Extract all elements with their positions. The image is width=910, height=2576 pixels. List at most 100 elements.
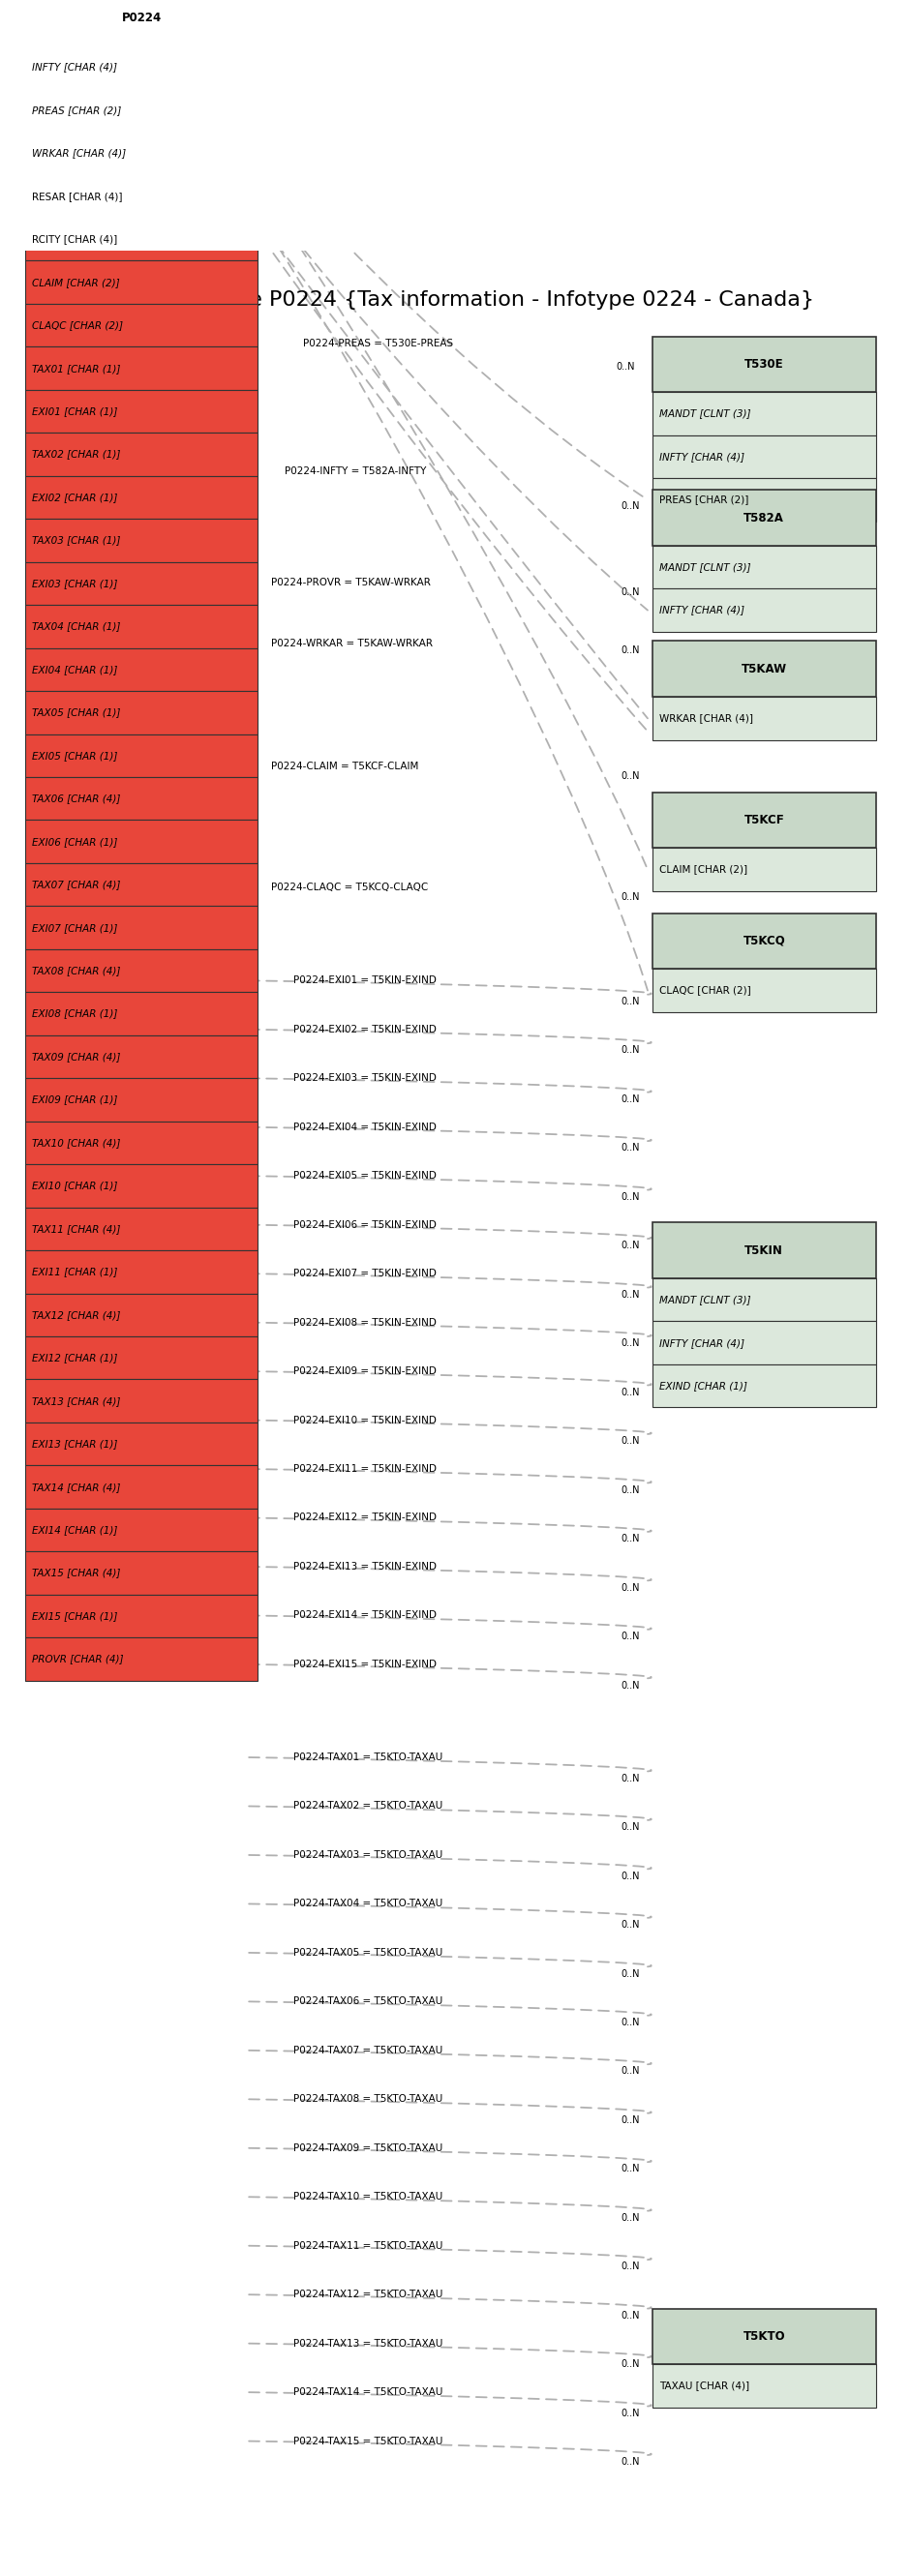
Text: 0..N: 0..N xyxy=(621,997,640,1007)
FancyBboxPatch shape xyxy=(25,907,258,948)
FancyBboxPatch shape xyxy=(25,1337,258,1378)
Text: 0..N: 0..N xyxy=(621,1193,640,1203)
Text: T5KIN: T5KIN xyxy=(744,1244,784,1257)
Text: P0224-TAX02 = T5KTO-TAXAU: P0224-TAX02 = T5KTO-TAXAU xyxy=(294,1801,443,1811)
FancyBboxPatch shape xyxy=(25,1510,258,1551)
Text: MANDT [CLNT (3)]: MANDT [CLNT (3)] xyxy=(659,410,751,417)
FancyBboxPatch shape xyxy=(652,1224,876,1278)
Text: P0224-CLAQC = T5KCQ-CLAQC: P0224-CLAQC = T5KCQ-CLAQC xyxy=(271,884,429,891)
Text: T5KCF: T5KCF xyxy=(743,814,784,827)
FancyBboxPatch shape xyxy=(25,0,258,46)
Text: T582A: T582A xyxy=(743,513,784,523)
FancyBboxPatch shape xyxy=(25,433,258,477)
Text: EXI10 [CHAR (1)]: EXI10 [CHAR (1)] xyxy=(32,1180,117,1190)
Text: TAX08 [CHAR (4)]: TAX08 [CHAR (4)] xyxy=(32,966,120,976)
FancyBboxPatch shape xyxy=(652,969,876,1012)
FancyBboxPatch shape xyxy=(25,948,258,992)
Text: PREAS [CHAR (2)]: PREAS [CHAR (2)] xyxy=(659,495,749,505)
FancyBboxPatch shape xyxy=(25,1208,258,1249)
Text: CLAQC [CHAR (2)]: CLAQC [CHAR (2)] xyxy=(659,987,751,994)
Text: 0..N: 0..N xyxy=(621,502,640,510)
Text: P0224-TAX15 = T5KTO-TAXAU: P0224-TAX15 = T5KTO-TAXAU xyxy=(294,2437,443,2447)
FancyBboxPatch shape xyxy=(25,1638,258,1680)
Text: T5KAW: T5KAW xyxy=(742,662,787,675)
Text: 0..N: 0..N xyxy=(621,1144,640,1154)
Text: INFTY [CHAR (4)]: INFTY [CHAR (4)] xyxy=(659,605,744,616)
FancyBboxPatch shape xyxy=(652,641,876,698)
Text: P0224-TAX04 = T5KTO-TAXAU: P0224-TAX04 = T5KTO-TAXAU xyxy=(294,1899,443,1909)
FancyBboxPatch shape xyxy=(25,562,258,605)
Text: INFTY [CHAR (4)]: INFTY [CHAR (4)] xyxy=(659,451,744,461)
Text: 0..N: 0..N xyxy=(621,1870,640,1880)
Text: 0..N: 0..N xyxy=(621,2017,640,2027)
FancyBboxPatch shape xyxy=(25,649,258,690)
FancyBboxPatch shape xyxy=(25,389,258,433)
Text: 0..N: 0..N xyxy=(621,1291,640,1298)
Text: 0..N: 0..N xyxy=(621,587,640,598)
FancyBboxPatch shape xyxy=(25,1079,258,1121)
Text: TAXAU [CHAR (4)]: TAXAU [CHAR (4)] xyxy=(659,2380,750,2391)
Text: 0..N: 0..N xyxy=(621,1631,640,1641)
Text: EXI03 [CHAR (1)]: EXI03 [CHAR (1)] xyxy=(32,580,117,587)
Text: 0..N: 0..N xyxy=(621,1968,640,1978)
Text: TAX06 [CHAR (4)]: TAX06 [CHAR (4)] xyxy=(32,793,120,804)
Text: P0224-PREAS = T530E-PREAS: P0224-PREAS = T530E-PREAS xyxy=(303,337,453,348)
Text: EXI05 [CHAR (1)]: EXI05 [CHAR (1)] xyxy=(32,750,117,760)
Text: P0224-TAX01 = T5KTO-TAXAU: P0224-TAX01 = T5KTO-TAXAU xyxy=(294,1752,443,1762)
FancyBboxPatch shape xyxy=(25,518,258,562)
Text: TAX12 [CHAR (4)]: TAX12 [CHAR (4)] xyxy=(32,1311,120,1319)
Text: 0..N: 0..N xyxy=(621,2409,640,2419)
FancyBboxPatch shape xyxy=(25,131,258,175)
Text: CLAIM [CHAR (2)]: CLAIM [CHAR (2)] xyxy=(32,278,120,286)
FancyBboxPatch shape xyxy=(25,863,258,907)
FancyBboxPatch shape xyxy=(25,819,258,863)
Text: 0..N: 0..N xyxy=(621,2360,640,2370)
Text: WRKAR [CHAR (4)]: WRKAR [CHAR (4)] xyxy=(659,714,753,724)
Text: INFTY [CHAR (4)]: INFTY [CHAR (4)] xyxy=(659,1337,744,1347)
FancyBboxPatch shape xyxy=(652,392,876,435)
Text: TAX15 [CHAR (4)]: TAX15 [CHAR (4)] xyxy=(32,1569,120,1579)
Text: WRKAR [CHAR (4)]: WRKAR [CHAR (4)] xyxy=(32,149,126,157)
Text: P0224-TAX12 = T5KTO-TAXAU: P0224-TAX12 = T5KTO-TAXAU xyxy=(294,2290,443,2300)
Text: P0224-EXI10 = T5KIN-EXIND: P0224-EXI10 = T5KIN-EXIND xyxy=(294,1414,437,1425)
Text: P0224-EXI12 = T5KIN-EXIND: P0224-EXI12 = T5KIN-EXIND xyxy=(294,1512,437,1522)
FancyBboxPatch shape xyxy=(652,1321,876,1365)
Text: P0224: P0224 xyxy=(121,10,161,23)
Text: 0..N: 0..N xyxy=(621,1533,640,1543)
Text: EXI04 [CHAR (1)]: EXI04 [CHAR (1)] xyxy=(32,665,117,675)
FancyBboxPatch shape xyxy=(652,698,876,739)
FancyBboxPatch shape xyxy=(25,1466,258,1510)
FancyBboxPatch shape xyxy=(25,1422,258,1466)
Text: 0..N: 0..N xyxy=(621,1242,640,1249)
Text: 0..N: 0..N xyxy=(621,1919,640,1929)
Text: P0224-EXI15 = T5KIN-EXIND: P0224-EXI15 = T5KIN-EXIND xyxy=(294,1659,437,1669)
FancyBboxPatch shape xyxy=(652,435,876,479)
Text: T5KCQ: T5KCQ xyxy=(743,935,785,948)
FancyBboxPatch shape xyxy=(652,793,876,848)
Text: P0224-TAX14 = T5KTO-TAXAU: P0224-TAX14 = T5KTO-TAXAU xyxy=(294,2388,443,2398)
FancyBboxPatch shape xyxy=(25,992,258,1036)
Text: P0224-EXI04 = T5KIN-EXIND: P0224-EXI04 = T5KIN-EXIND xyxy=(294,1123,437,1131)
Text: EXI09 [CHAR (1)]: EXI09 [CHAR (1)] xyxy=(32,1095,117,1105)
Text: P0224-TAX06 = T5KTO-TAXAU: P0224-TAX06 = T5KTO-TAXAU xyxy=(294,1996,443,2007)
Text: P0224-WRKAR = T5KAW-WRKAR: P0224-WRKAR = T5KAW-WRKAR xyxy=(271,639,433,649)
Text: EXI06 [CHAR (1)]: EXI06 [CHAR (1)] xyxy=(32,837,117,848)
Text: MANDT [CLNT (3)]: MANDT [CLNT (3)] xyxy=(659,1296,751,1303)
Text: P0224-EXI13 = T5KIN-EXIND: P0224-EXI13 = T5KIN-EXIND xyxy=(294,1561,437,1571)
FancyBboxPatch shape xyxy=(25,1121,258,1164)
Text: TAX13 [CHAR (4)]: TAX13 [CHAR (4)] xyxy=(32,1396,120,1406)
Text: PROVR [CHAR (4)]: PROVR [CHAR (4)] xyxy=(32,1654,124,1664)
FancyBboxPatch shape xyxy=(25,219,258,260)
FancyBboxPatch shape xyxy=(25,1551,258,1595)
Text: EXI14 [CHAR (1)]: EXI14 [CHAR (1)] xyxy=(32,1525,117,1535)
FancyBboxPatch shape xyxy=(652,546,876,590)
Text: P0224-TAX05 = T5KTO-TAXAU: P0224-TAX05 = T5KTO-TAXAU xyxy=(294,1947,443,1958)
FancyBboxPatch shape xyxy=(25,304,258,348)
FancyBboxPatch shape xyxy=(652,479,876,520)
FancyBboxPatch shape xyxy=(25,605,258,649)
Text: 0..N: 0..N xyxy=(621,2311,640,2321)
FancyBboxPatch shape xyxy=(652,1278,876,1321)
Text: CLAIM [CHAR (2)]: CLAIM [CHAR (2)] xyxy=(659,866,747,873)
Text: P0224-EXI14 = T5KIN-EXIND: P0224-EXI14 = T5KIN-EXIND xyxy=(294,1610,437,1620)
Text: RESAR [CHAR (4)]: RESAR [CHAR (4)] xyxy=(32,191,123,201)
